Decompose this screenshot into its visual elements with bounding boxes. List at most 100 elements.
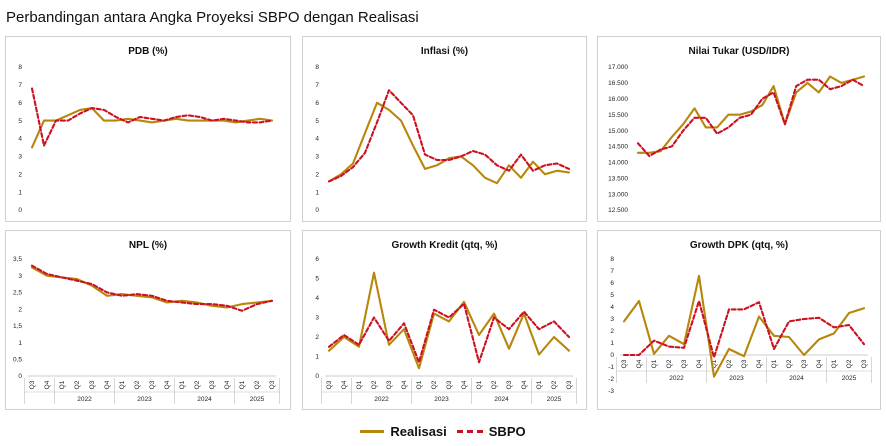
year-label: 2025 (250, 396, 265, 403)
year-label: 2022 (77, 396, 92, 403)
y-tick-label: 1 (610, 340, 614, 347)
x-tick-label: Q2 (786, 359, 793, 368)
chart-title: Growth Kredit (qtq, %) (391, 240, 497, 251)
legend-realisasi-swatch (360, 429, 385, 433)
x-tick-label: Q3 (801, 359, 808, 368)
x-tick-label: Q4 (104, 380, 111, 389)
y-tick-label: 1,5 (13, 323, 22, 330)
y-tick-label: 8 (18, 64, 22, 71)
y-tick-label: 5 (315, 276, 319, 283)
x-tick-label: Q4 (756, 359, 763, 368)
x-tick-label: Q3 (741, 359, 748, 368)
x-tick-label: Q4 (521, 380, 528, 389)
chart-npl: NPL (%) 0 0,5 1 1,5 2 2,5 3 3,5 Q3 Q4 Q1 Q2 Q3 Q4 Q1 Q2 Q… (13, 240, 280, 404)
year-label: 2022 (669, 375, 684, 382)
y-tick-label: 2 (18, 171, 22, 178)
x-tick-label: Q2 (551, 380, 558, 389)
series-sbpo-line (30, 264, 274, 312)
y-tick-label: 3 (315, 154, 319, 161)
series-sbpo-line (622, 299, 866, 359)
y-tick-label: 3,5 (13, 256, 22, 263)
x-tick-label: Q3 (89, 380, 96, 389)
series-sbpo-line (30, 87, 274, 147)
y-tick-label: -1 (608, 364, 614, 371)
x-tick-label: Q2 (846, 359, 853, 368)
year-label: 2025 (842, 375, 857, 382)
y-tick-label: 17.000 (608, 64, 628, 71)
x-tick-label: Q4 (401, 380, 408, 389)
series-sbpo-line (636, 78, 866, 158)
y-tick-label: 4 (315, 136, 319, 143)
series-realisasi-line (327, 271, 571, 370)
x-tick-label: Q1 (119, 380, 126, 389)
y-tick-label: 7 (315, 82, 319, 89)
legend-sbpo: SBPO (456, 423, 526, 439)
series-realisasi-line (30, 107, 274, 149)
y-tick-label: 0,5 (13, 356, 22, 363)
y-tick-label: 13.500 (608, 175, 628, 182)
x-tick-label: Q1 (711, 359, 718, 368)
y-tick-label: 3 (610, 316, 614, 323)
series-sbpo-line (327, 302, 571, 364)
chart-panel-growth-kredit: Growth Kredit (qtq, %) 0 1 2 3 4 5 6 Q3 Q4 Q1 Q2 Q3 Q… (302, 230, 587, 410)
x-tick-label: Q1 (59, 380, 66, 389)
x-tick-label: Q1 (651, 359, 658, 368)
legend-sbpo-label: SBPO (488, 423, 526, 439)
y-tick-label: 2 (18, 306, 22, 313)
x-tick-label: Q3 (29, 380, 36, 389)
x-tick-label: Q3 (326, 380, 333, 389)
year-label: 2023 (137, 396, 152, 403)
x-tick-label: Q2 (371, 380, 378, 389)
x-tick-label: Q2 (666, 359, 673, 368)
x-tick-label: Q1 (771, 359, 778, 368)
x-tick-label: Q2 (134, 380, 141, 389)
y-tick-label: 5 (315, 118, 319, 125)
y-tick-label: 3 (18, 154, 22, 161)
y-tick-label: 4 (18, 136, 22, 143)
y-tick-label: 6 (315, 100, 319, 107)
x-tick-label: Q4 (636, 359, 643, 368)
x-tick-label: Q4 (224, 380, 231, 389)
y-tick-label: 1 (18, 189, 22, 196)
chart-growth-kredit: Growth Kredit (qtq, %) 0 1 2 3 4 5 6 Q3 Q4 Q1 Q2 Q3 Q… (315, 240, 577, 404)
x-tick-label: Q2 (491, 380, 498, 389)
y-tick-label: 2 (315, 334, 319, 341)
year-label: 2023 (434, 396, 449, 403)
y-tick-label: 2 (315, 171, 319, 178)
y-tick-label: 14.500 (608, 144, 628, 151)
y-tick-label: 15.000 (608, 128, 628, 135)
x-tick-label: Q4 (341, 380, 348, 389)
y-tick-label: 14.000 (608, 160, 628, 167)
chart-panel-npl: NPL (%) 0 0,5 1 1,5 2 2,5 3 3,5 Q3 Q4 Q1 Q2 Q3 Q4 Q1 Q2 Q… (5, 230, 291, 410)
chart-inflasi: Inflasi (%) 0 1 2 3 4 5 6 7 8 (315, 46, 571, 214)
x-tick-label: Q3 (269, 380, 276, 389)
chart-growth-dpk: Growth DPK (qtq, %) -3 -2 -1 0 1 2 3 4 5 6 7 8 Q3 Q4 Q1… (608, 240, 872, 395)
x-tick-label: Q1 (476, 380, 483, 389)
chart-title: Growth DPK (qtq, %) (690, 240, 788, 251)
x-tick-label: Q1 (356, 380, 363, 389)
chart-panel-nilai-tukar: Nilai Tukar (USD/IDR) 12.500 13.000 13.500 1… (597, 36, 881, 222)
x-tick-label: Q4 (696, 359, 703, 368)
y-tick-label: 0 (315, 373, 319, 380)
chart-panel-pdb: PDB (%) 0 1 2 3 4 5 6 7 8 (5, 36, 291, 222)
y-tick-label: -3 (608, 388, 614, 395)
chart-title: Nilai Tukar (USD/IDR) (689, 46, 790, 57)
x-tick-label: Q3 (681, 359, 688, 368)
x-tick-label: Q1 (416, 380, 423, 389)
y-tick-label: 2,5 (13, 290, 22, 297)
x-tick-label: Q3 (621, 359, 628, 368)
y-tick-label: 3 (315, 315, 319, 322)
y-tick-label: 4 (315, 295, 319, 302)
x-tick-label: Q4 (164, 380, 171, 389)
year-label: 2024 (197, 396, 212, 403)
y-tick-label: 1 (18, 340, 22, 347)
y-tick-label: 5 (610, 292, 614, 299)
x-tick-label: Q3 (209, 380, 216, 389)
year-label: 2024 (789, 375, 804, 382)
x-tick-label: Q3 (446, 380, 453, 389)
series-realisasi-line (622, 274, 866, 378)
chart-pdb: PDB (%) 0 1 2 3 4 5 6 7 8 (18, 46, 274, 214)
x-tick-label: Q4 (461, 380, 468, 389)
y-tick-label: 7 (18, 82, 22, 89)
chart-panel-growth-dpk: Growth DPK (qtq, %) -3 -2 -1 0 1 2 3 4 5 6 7 8 Q3 Q4 Q1… (597, 230, 881, 410)
